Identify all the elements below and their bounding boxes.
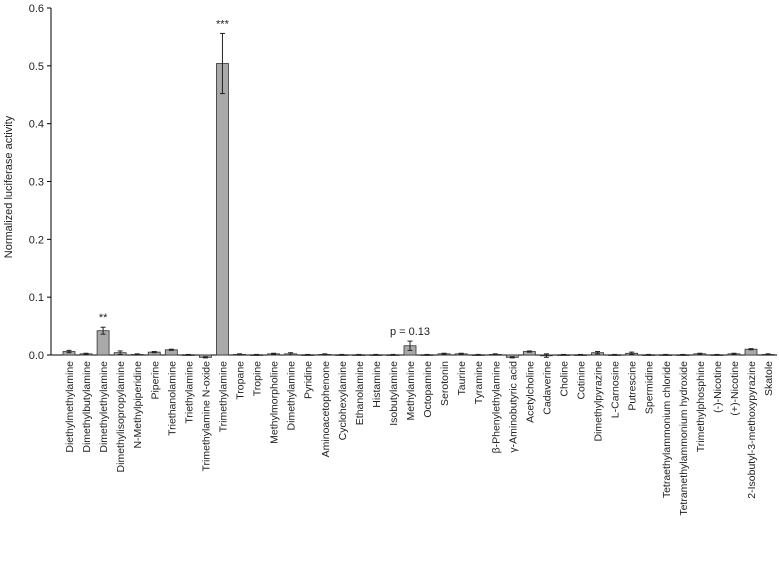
significance-label: *** [216, 18, 230, 30]
x-tick-label: Dimethylbutylamine [81, 361, 93, 453]
x-tick-label: Octopamine [422, 361, 434, 418]
x-tick-label: Tyramine [473, 361, 485, 404]
x-tick-label: Dimethylamine [286, 361, 298, 431]
x-tick-label: Dimethylisopropylamine [115, 361, 127, 473]
x-tick-label: Putrescine [627, 361, 639, 411]
x-tick-label: Tetramethylammonium hydroxide [678, 361, 690, 516]
x-tick-label: Taurine [456, 361, 468, 396]
x-tick-label: (-)-Nicotine [712, 361, 724, 413]
y-tick-label: 0.6 [29, 3, 44, 15]
y-tick-label: 0.3 [29, 177, 44, 189]
x-tick-label: 2-Isobutyl-3-methoxypyrazine [746, 361, 758, 499]
y-ticks: 0.0 0.1 0.2 0.3 0.4 0.5 0.6 [29, 3, 51, 362]
error-bars [66, 32, 771, 359]
significance-label: ** [99, 312, 108, 324]
y-tick-label: 0.5 [29, 61, 44, 73]
x-tick-label: Trimethylamine [217, 361, 229, 433]
x-tick-label: Piperine [149, 361, 161, 400]
significance-annotations: *****p = 0.13 [99, 18, 430, 338]
x-tick-label: Cyclohexylamine [337, 361, 349, 441]
x-tick-label: Diethylmethylamine [64, 361, 76, 453]
x-tick-label: γ-Aminobutyric acid [507, 361, 519, 453]
x-tick-label: Spermidine [644, 361, 656, 414]
x-tick-label: Triethylamine [183, 361, 195, 424]
x-tick-label: Acetylcholine [524, 361, 536, 423]
x-tick-label: Ethanolamine [354, 361, 366, 425]
bar [216, 63, 229, 356]
x-tick-label: Choline [558, 361, 570, 397]
x-tick-label: Serotonin [439, 361, 451, 406]
bars [62, 63, 775, 358]
x-tick-label: Cadaverine [541, 361, 553, 415]
significance-label: p = 0.13 [390, 326, 430, 338]
x-tick-label: Isobutylamine [388, 361, 400, 426]
x-tick-label: (+)-Nicotine [729, 361, 741, 416]
x-tick-label: Cotinine [576, 361, 588, 400]
x-tick-label: Skatole [763, 361, 775, 396]
x-tick-label: Pyridine [303, 361, 315, 399]
x-tick-label: Methylamine [405, 361, 417, 421]
y-tick-label: 0.0 [29, 350, 44, 362]
x-tick-label: Tropane [235, 361, 247, 400]
x-tick-label: Dimethylethylamine [98, 361, 110, 453]
x-tick-labels: Diethylmethylamine Dimethylbutylamine Dime… [64, 361, 775, 516]
y-axis-label: Normalized luciferase activity [3, 115, 15, 258]
y-tick-label: 0.4 [29, 119, 44, 131]
x-tick-label: Trimethylphosphine [695, 361, 707, 452]
x-tick-label: Tetraethylammonium chloride [661, 361, 673, 498]
x-tick-label: Methylmorpholine [269, 361, 281, 444]
y-tick-label: 0.2 [29, 234, 44, 246]
x-tick-label: Aminoacetophenone [320, 361, 332, 457]
x-tick-label: Tropine [252, 361, 264, 396]
x-tick-label: Triethanolamine [166, 361, 178, 436]
x-tick-label: β-Phenylethylamine [490, 361, 502, 454]
y-tick-label: 0.1 [29, 292, 44, 304]
x-tick-label: L-Carnosine [610, 361, 622, 418]
x-tick-label: Trimethylamine N-oxide [200, 361, 212, 472]
x-tick-label: Dimethylpyrazine [593, 361, 605, 442]
x-tick-label: Histamine [371, 361, 383, 408]
x-tick-label: N-Methylpiperidine [132, 361, 144, 449]
